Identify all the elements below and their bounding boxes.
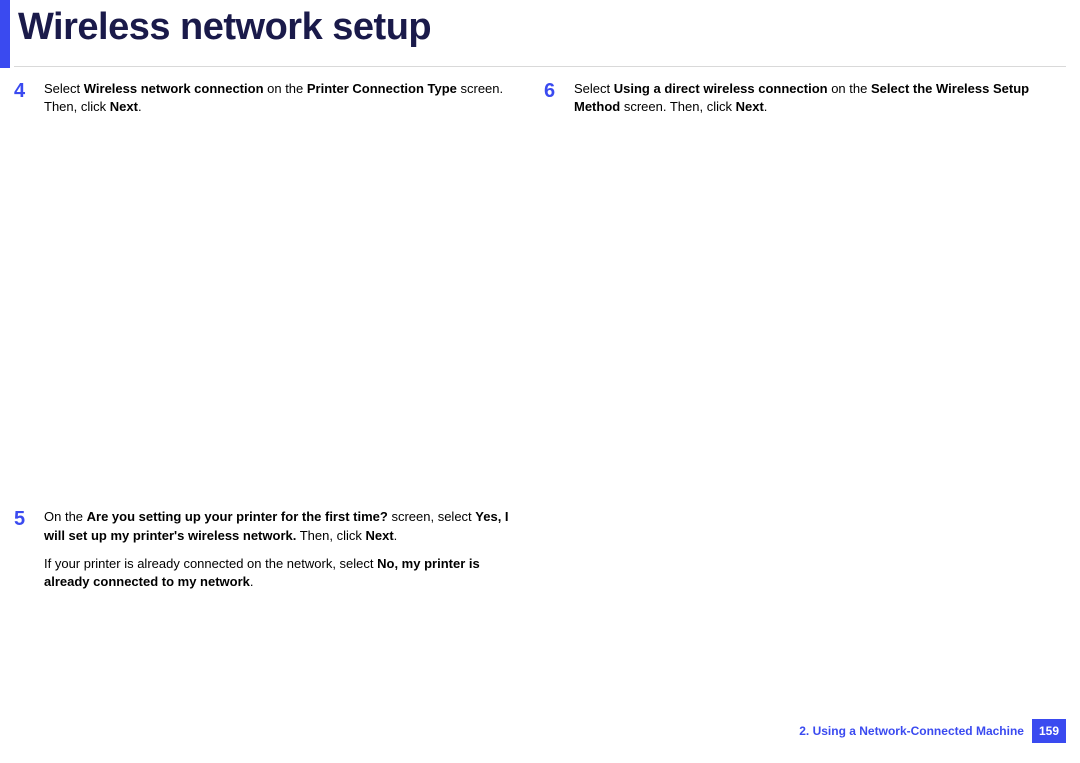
page-title: Wireless network setup: [18, 6, 431, 49]
step-text: Select Wireless network connection on th…: [44, 80, 524, 116]
bold: Next: [365, 528, 393, 543]
bold: Wireless network connection: [84, 81, 264, 96]
title-sidebar: [0, 0, 10, 68]
step-text: On the Are you setting up your printer f…: [44, 508, 524, 544]
footer-section: 2. Using a Network-Connected Machine: [799, 724, 1024, 738]
step-number: 4: [14, 80, 44, 101]
right-column: 6 Select Using a direct wireless connect…: [544, 80, 1054, 126]
bold: Using a direct wireless connection: [614, 81, 828, 96]
footer: 2. Using a Network-Connected Machine 159: [799, 719, 1066, 743]
txt: on the: [264, 81, 307, 96]
txt: If your printer is already connected on …: [44, 556, 377, 571]
txt: .: [138, 99, 142, 114]
step-text: Select Using a direct wireless connectio…: [574, 80, 1054, 116]
step-number: 6: [544, 80, 574, 101]
bold: Printer Connection Type: [307, 81, 457, 96]
bold: Next: [110, 99, 138, 114]
step-6: 6 Select Using a direct wireless connect…: [544, 80, 1054, 126]
step-body: On the Are you setting up your printer f…: [44, 508, 524, 601]
txt: Then, click: [296, 528, 365, 543]
txt: .: [394, 528, 398, 543]
footer-page-number: 159: [1032, 719, 1066, 743]
bold: Are you setting up your printer for the …: [87, 509, 388, 524]
step-body: Select Using a direct wireless connectio…: [574, 80, 1054, 126]
left-column: 4 Select Wireless network connection on …: [14, 80, 524, 601]
bold: Next: [736, 99, 764, 114]
step-body: Select Wireless network connection on th…: [44, 80, 524, 126]
txt: screen. Then, click: [620, 99, 735, 114]
content-area: 4 Select Wireless network connection on …: [14, 80, 1066, 713]
txt: .: [250, 574, 254, 589]
step-5: 5 On the Are you setting up your printer…: [14, 508, 524, 601]
step-text: If your printer is already connected on …: [44, 555, 524, 591]
txt: Select: [574, 81, 614, 96]
txt: On the: [44, 509, 87, 524]
txt: on the: [828, 81, 871, 96]
step-number: 5: [14, 508, 44, 529]
txt: Select: [44, 81, 84, 96]
title-divider: [14, 66, 1066, 67]
txt: screen, select: [388, 509, 475, 524]
txt: .: [764, 99, 768, 114]
step-4: 4 Select Wireless network connection on …: [14, 80, 524, 126]
